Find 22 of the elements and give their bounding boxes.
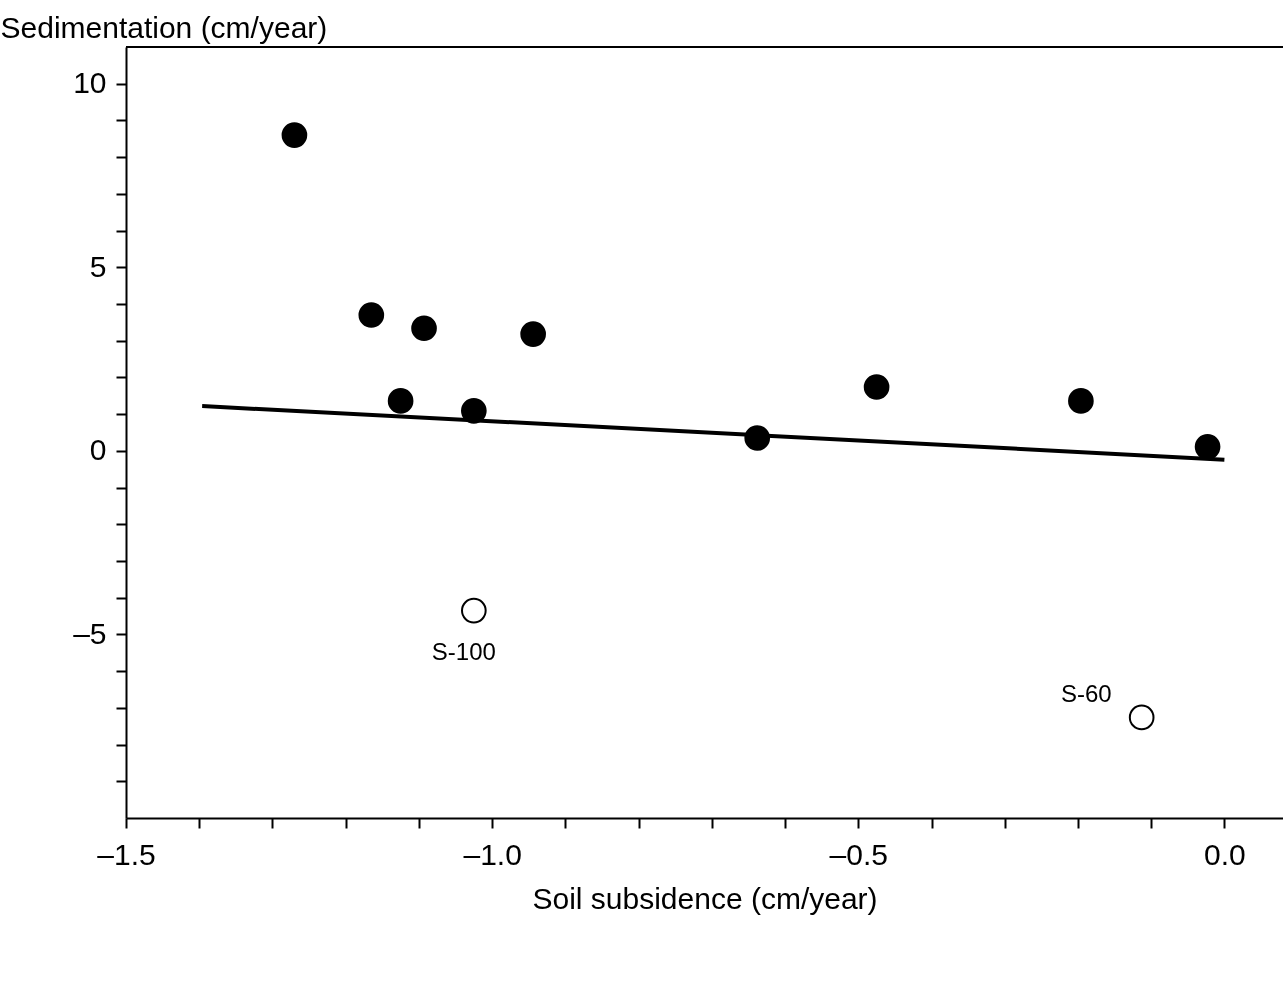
y-tick-label: 0: [89, 433, 107, 467]
x-tick-label: –1.0: [463, 837, 522, 871]
x-axis-title: Soil subsidence (cm/year): [532, 881, 878, 915]
point: [358, 302, 385, 328]
annotation: S-100: [431, 637, 496, 665]
point: [863, 374, 890, 400]
x-tick-label: –0.5: [829, 837, 888, 871]
y-axis-title: Sedimentation (cm/year): [0, 10, 328, 44]
point: [411, 315, 437, 342]
point: [520, 321, 546, 347]
annotation: S-60: [1060, 680, 1112, 708]
x-tick-label: –1.5: [97, 837, 156, 871]
y-tick-label: 10: [73, 66, 107, 100]
point: [1068, 388, 1094, 414]
point: [1194, 434, 1221, 460]
point: [387, 388, 414, 414]
y-tick-label: 5: [89, 249, 107, 283]
point: [281, 122, 308, 148]
point: [461, 597, 487, 624]
x-tick-label: 0.0: [1204, 837, 1246, 871]
y-tick-label: –5: [73, 616, 107, 650]
point: [1128, 704, 1155, 731]
